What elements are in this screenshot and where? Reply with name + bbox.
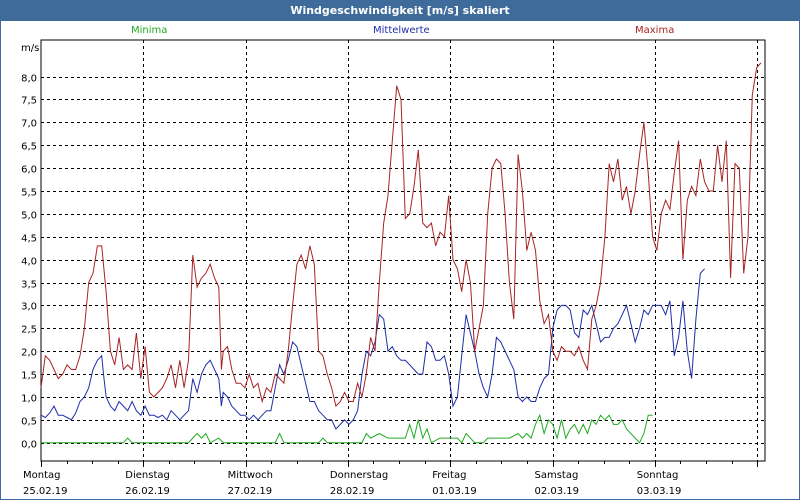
day-label: Donnerstag	[330, 470, 388, 481]
y-tick-label: 0,5	[21, 417, 37, 428]
day-label: Freitag	[432, 470, 466, 481]
legend-mittelwerte: Mittelwerte	[373, 25, 430, 36]
date-label: 01.03.19	[432, 486, 477, 497]
plot-area	[40, 39, 766, 462]
y-tick-label: 2,5	[21, 325, 37, 336]
day-label: Samstag	[535, 470, 579, 481]
date-label: 27.02.19	[228, 486, 273, 497]
date-label: 02.03.19	[535, 486, 580, 497]
chart-title: Windgeschwindigkeit [m/s] skaliert	[1, 1, 799, 21]
y-tick-label: 7,0	[21, 119, 37, 130]
y-tick-label: 7,5	[21, 96, 37, 107]
y-tick-label: 4,0	[21, 257, 37, 268]
day-label: Montag	[23, 470, 60, 481]
y-tick-label: 8,0	[21, 74, 37, 85]
y-tick-label: 4,5	[21, 234, 37, 245]
day-label: Sonntag	[637, 470, 679, 481]
series-line-minima	[41, 413, 653, 444]
date-label: 28.02.19	[330, 486, 375, 497]
y-tick-label: 5,5	[21, 188, 37, 199]
y-tick-label: 1,5	[21, 371, 37, 382]
y-tick-label: 3,0	[21, 302, 37, 313]
day-label: Dienstag	[125, 470, 170, 481]
date-label: 26.02.19	[125, 486, 170, 497]
date-label: 25.02.19	[23, 486, 68, 497]
y-tick-label: 0,0	[21, 440, 37, 451]
y-tick-label: 6,5	[21, 142, 37, 153]
y-tick-label: 6,0	[21, 165, 37, 176]
y-tick-label: 3,5	[21, 280, 37, 291]
date-label: 03.03.19	[637, 486, 682, 497]
series-line-maxima	[40, 62, 762, 408]
day-label: Mittwoch	[228, 470, 273, 481]
y-tick-label: 2,0	[21, 348, 37, 359]
legend-minima: Minima	[131, 25, 168, 36]
y-tick-label: 5,0	[21, 211, 37, 222]
y-axis-unit: m/s	[21, 43, 39, 54]
legend-maxima: Maxima	[635, 25, 675, 36]
y-tick-label: 1,0	[21, 394, 37, 405]
